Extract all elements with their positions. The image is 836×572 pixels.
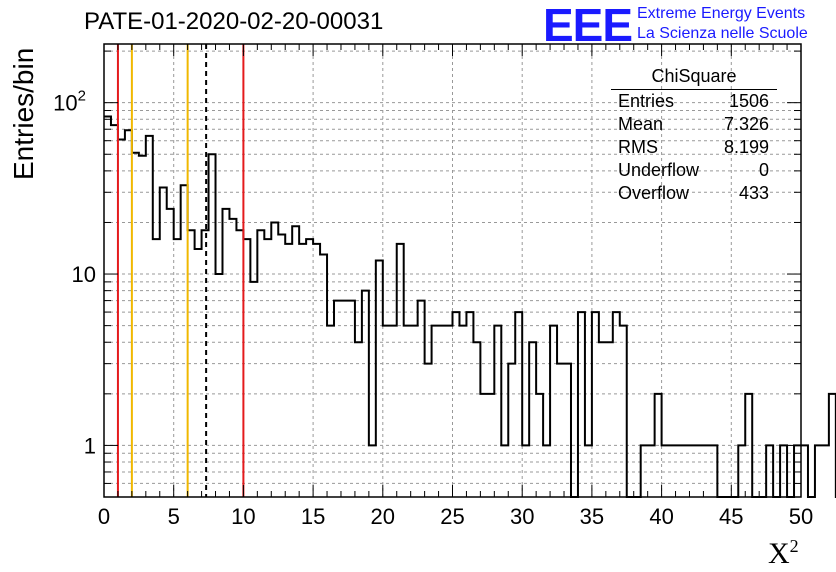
stats-row-underflow: Underflow 0 (611, 159, 777, 182)
stats-value: 0 (758, 160, 769, 180)
y-tick-label: 102 (53, 88, 86, 116)
x-axis-label: X2 (768, 536, 799, 570)
eee-logo: EEE (543, 0, 633, 51)
x-tick-label: 50 (789, 504, 813, 529)
y-tick-label-exponent: 2 (78, 88, 86, 105)
stats-label: Overflow (618, 183, 690, 203)
logo-tagline-2: La Scienza nelle Scuole (637, 25, 808, 42)
stats-row-entries: Entries 1506 (611, 90, 777, 113)
y-axis-label: Entries/bin (8, 47, 39, 180)
stats-row-overflow: Overflow 433 (611, 182, 777, 205)
stats-label: Entries (618, 91, 675, 111)
x-tick-label: 20 (371, 504, 395, 529)
x-tick-label: 0 (98, 504, 110, 529)
chart-title: PATE-01-2020-02-20-00031 (84, 8, 384, 35)
x-tick-label: 35 (580, 504, 604, 529)
stats-value: 433 (738, 183, 769, 203)
x-tick-label: 45 (719, 504, 743, 529)
x-tick-label: 5 (168, 504, 180, 529)
y-tick-label: 1 (84, 433, 96, 458)
stats-value: 1506 (728, 91, 769, 111)
x-tick-label: 10 (231, 504, 255, 529)
y-tick-label: 10 (72, 262, 96, 287)
logo-tagline-1: Extreme Energy Events (637, 5, 806, 22)
stats-value: 8.199 (723, 137, 769, 157)
stats-label: Mean (618, 114, 664, 134)
stats-label: RMS (618, 137, 658, 157)
stats-box: ChiSquare Entries 1506 Mean 7.326 RMS 8.… (611, 66, 777, 205)
x-tick-label: 30 (510, 504, 534, 529)
stats-row-mean: Mean 7.326 (611, 113, 777, 136)
stats-value: 7.326 (723, 114, 769, 134)
stats-label: Underflow (618, 160, 700, 180)
x-tick-label: 25 (440, 504, 464, 529)
x-tick-label: 40 (649, 504, 673, 529)
stats-row-rms: RMS 8.199 (611, 136, 777, 159)
histogram-series (104, 115, 836, 498)
stats-title: ChiSquare (611, 66, 777, 90)
x-tick-label: 15 (301, 504, 325, 529)
